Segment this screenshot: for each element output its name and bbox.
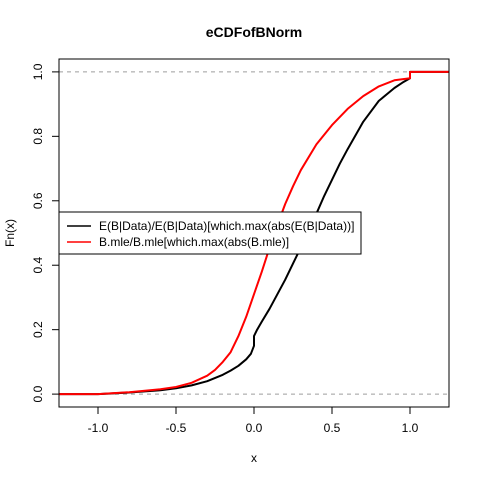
y-tick-label: 0.6 xyxy=(31,192,45,209)
x-tick-label: 1.0 xyxy=(402,421,419,435)
y-tick-label: 0.0 xyxy=(31,385,45,402)
legend-box xyxy=(58,211,362,255)
legend-label-ratio-mle: B.mle/B.mle[which.max(abs(B.mle)] xyxy=(99,235,289,249)
x-axis-label: x xyxy=(251,451,257,465)
x-tick-label: 0.5 xyxy=(324,421,341,435)
y-tick-label: 0.8 xyxy=(31,128,45,145)
series-line-ratio-posterior xyxy=(59,70,449,396)
y-tick-label: 0.4 xyxy=(31,257,45,274)
y-tick-label: 1.0 xyxy=(31,63,45,80)
y-axis: 0.0 0.2 0.4 0.6 0.8 1.0 xyxy=(31,63,59,402)
y-axis-label: Fn(x) xyxy=(3,219,17,247)
legend-label-ratio-posterior: E(B|Data)/E(B|Data)[which.max(abs(E(B|Da… xyxy=(99,219,354,233)
x-tick-label: -1.0 xyxy=(88,421,109,435)
reference-lines xyxy=(59,71,449,395)
chart-title: eCDFofBNorm xyxy=(206,24,302,40)
x-tick-label: 0.0 xyxy=(246,421,263,435)
x-tick-label: -0.5 xyxy=(166,421,187,435)
series-layer xyxy=(59,70,449,396)
legend: E(B|Data)/E(B|Data)[which.max(abs(E(B|Da… xyxy=(58,211,362,255)
y-tick-label: 0.2 xyxy=(31,321,45,338)
series-line-ratio-mle xyxy=(59,70,449,396)
x-axis: -1.0 -0.5 0.0 0.5 1.0 xyxy=(88,407,419,435)
